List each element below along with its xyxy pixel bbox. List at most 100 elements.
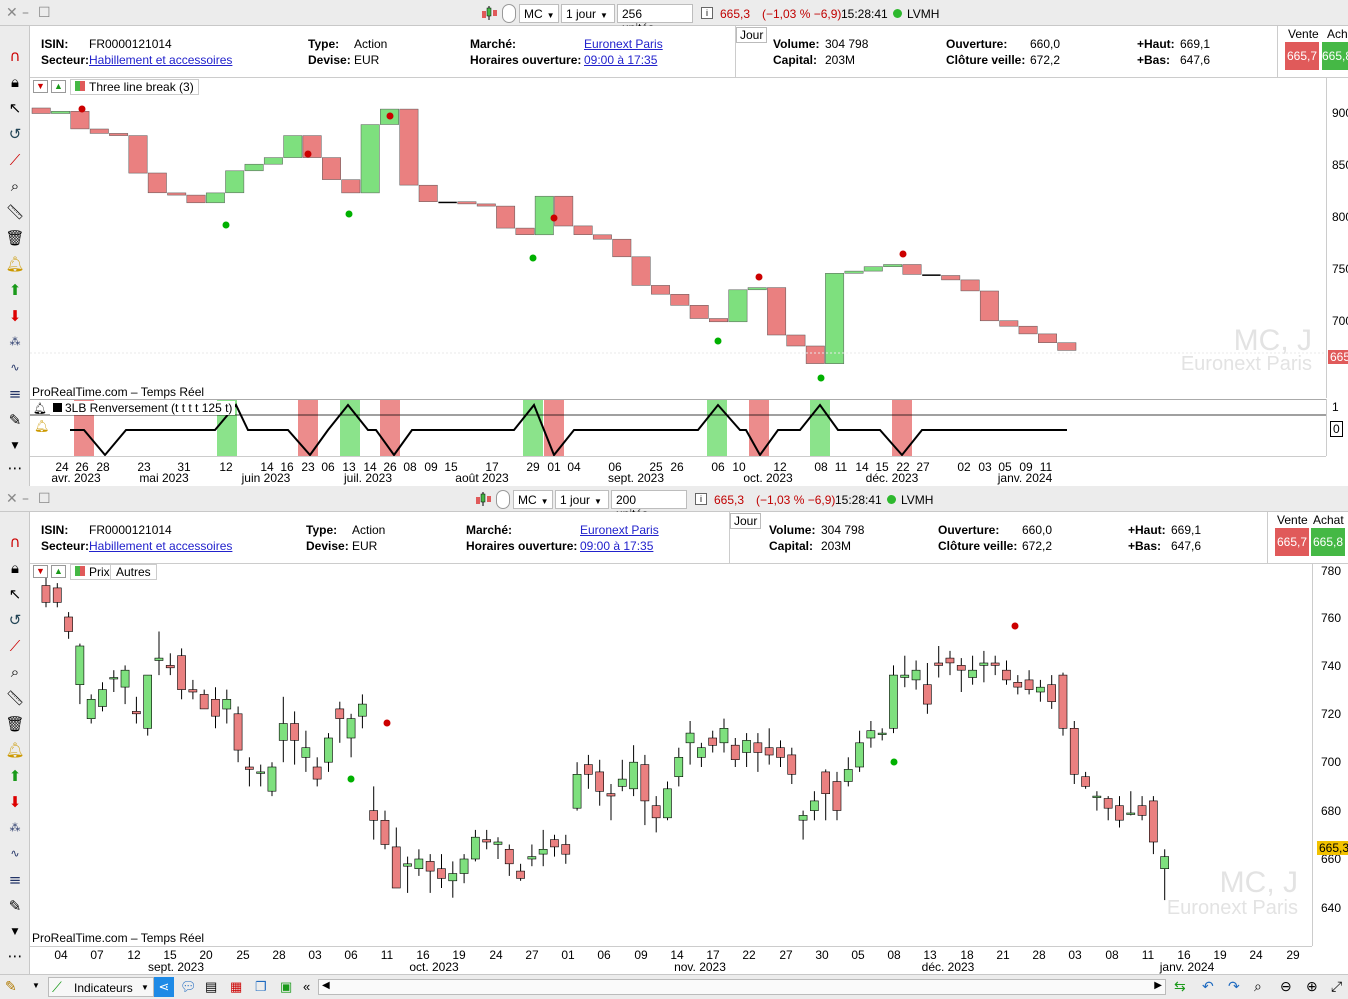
buy-button[interactable]: 665,8 bbox=[1311, 528, 1345, 556]
arrow-down-icon[interactable]: ⬇ bbox=[8, 793, 22, 811]
units-select[interactable]: 200 unités▼ bbox=[611, 490, 687, 521]
orders-icon[interactable]: ▦ bbox=[230, 979, 243, 994]
rotate-icon[interactable]: ↺ bbox=[8, 611, 22, 629]
indicator-yaxis[interactable]: 1 0 bbox=[1326, 399, 1348, 456]
zoom-fit-icon[interactable]: ⌕ bbox=[1254, 978, 1262, 994]
magnet-icon[interactable]: ∩ bbox=[9, 533, 21, 551]
buy-button[interactable]: 665,8 bbox=[1322, 42, 1348, 70]
fibonacci-icon[interactable]: ≡ bbox=[8, 871, 22, 889]
sell-button[interactable]: 665,7 bbox=[1275, 528, 1309, 556]
lock-icon[interactable]: 🔒︎ bbox=[11, 73, 19, 91]
more-icon[interactable]: ⋯ bbox=[7, 947, 23, 965]
chart1-yaxis[interactable]: 900 850 800 750 700 665 bbox=[1326, 78, 1348, 398]
chat-icon[interactable]: 💬︎ bbox=[180, 979, 197, 994]
undo-icon[interactable]: ↶ bbox=[1202, 978, 1214, 994]
maximize-icon[interactable]: ☐ bbox=[38, 5, 51, 21]
remove-indicator-icon[interactable]: ▼ bbox=[33, 565, 48, 578]
zoom-icon[interactable]: ⌕ bbox=[10, 663, 20, 681]
chart2-xaxis[interactable]: 04 07 12 15 20 25 28 03 06 11 16 19 24 27 01 06 09 14 17 22… bbox=[30, 946, 1312, 974]
jour-tab[interactable]: Jour bbox=[730, 513, 762, 529]
symbol-select[interactable]: MC ▼ bbox=[513, 490, 553, 509]
indicator-panel[interactable]: 🔔︎ 3LB Renversement (t t t t 125 t) 🔔︎ bbox=[30, 399, 1326, 457]
arrow-up-icon[interactable]: ⬆ bbox=[8, 767, 22, 785]
link-icon[interactable] bbox=[502, 4, 516, 23]
pencil-icon[interactable]: ✎ bbox=[5, 978, 17, 994]
indicator-settings-icon[interactable]: ▲ bbox=[51, 565, 66, 578]
zoom-out-icon[interactable]: ⊖ bbox=[1280, 978, 1292, 994]
abc-wave-icon[interactable]: ∿ bbox=[10, 361, 20, 374]
units-select[interactable]: 256 unités▼ bbox=[617, 4, 693, 35]
period-select[interactable]: 1 jour ▼ bbox=[555, 490, 609, 509]
arrow-down-icon[interactable]: ⬇ bbox=[8, 307, 22, 325]
trash-icon[interactable]: 🗑︎ bbox=[5, 715, 25, 733]
period-select[interactable]: 1 jour ▼ bbox=[561, 4, 615, 23]
zoom-in-icon[interactable]: ⊕ bbox=[1306, 978, 1318, 994]
ruler-icon[interactable]: 📏︎ bbox=[5, 689, 25, 707]
pencil-icon[interactable]: ✎ bbox=[8, 897, 22, 915]
maximize-icon[interactable]: ☐ bbox=[38, 491, 51, 507]
marche-link[interactable]: Euronext Paris bbox=[580, 523, 659, 537]
secteur-link[interactable]: Habillement et accessoires bbox=[89, 53, 233, 67]
pencil-icon[interactable]: ✎ bbox=[8, 411, 22, 429]
close-icon[interactable]: ✕ bbox=[6, 491, 18, 507]
indicator-settings-icon[interactable]: ▲ bbox=[51, 80, 66, 93]
pointer-icon[interactable]: ↖ bbox=[8, 99, 22, 117]
symbol-select[interactable]: MC ▼ bbox=[519, 4, 559, 23]
double-chevron-left-icon[interactable]: « bbox=[303, 979, 311, 994]
horaires-link[interactable]: 09:00 à 17:35 bbox=[584, 53, 658, 67]
minimize-icon[interactable]: – bbox=[22, 5, 29, 21]
window-icon[interactable]: ❐ bbox=[255, 979, 267, 994]
chart1-xaxis[interactable]: 24 26 28 23 31 12 14 16 23 06 13 14 26 08 09 15 17 29 01 04… bbox=[30, 456, 1326, 486]
elliott-icon[interactable]: ⁂ bbox=[9, 335, 21, 348]
more-icon[interactable]: ⋯ bbox=[7, 459, 23, 477]
alert-bell-icon[interactable]: 🔔︎ bbox=[33, 403, 47, 415]
minimize-icon[interactable]: – bbox=[22, 491, 29, 507]
redo-icon[interactable]: ↷ bbox=[1228, 978, 1240, 994]
info-icon[interactable]: i bbox=[701, 7, 713, 19]
alert-bell-icon[interactable]: 🔔︎ bbox=[5, 741, 25, 759]
screener-icon[interactable]: ▣ bbox=[280, 979, 293, 994]
remove-indicator-icon[interactable]: ▼ bbox=[33, 80, 48, 93]
ruler-icon[interactable]: 📏︎ bbox=[5, 203, 25, 221]
trash-icon[interactable]: 🗑︎ bbox=[5, 229, 25, 247]
alert-bell-icon[interactable]: 🔔︎ bbox=[5, 255, 25, 273]
fullscreen-icon[interactable]: ⤢ bbox=[1331, 978, 1343, 994]
scroll-right-icon[interactable]: ▶ bbox=[1154, 980, 1162, 991]
sell-button[interactable]: 665,7 bbox=[1285, 42, 1319, 70]
horizontal-scrollbar[interactable]: ◀ ▶ bbox=[318, 979, 1166, 995]
scroll-down-icon[interactable]: ▼ bbox=[11, 441, 19, 451]
scroll-down-icon[interactable]: ▼ bbox=[11, 927, 19, 937]
autres-button[interactable]: Autres bbox=[110, 564, 157, 580]
chart1-legend[interactable]: Three line break (3) bbox=[70, 79, 199, 95]
magnet-icon[interactable]: ∩ bbox=[9, 47, 21, 65]
candlestick-chart[interactable]: ▼ ▲ Prix Autres MC, J Euronext Paris Pro… bbox=[30, 564, 1312, 946]
indicateurs-button[interactable]: ⟋ Indicateurs ▼ bbox=[48, 977, 154, 997]
arrow-up-icon[interactable]: ⬆ bbox=[8, 281, 22, 299]
close-icon[interactable]: ✕ bbox=[6, 5, 18, 21]
pointer-icon[interactable]: ↖ bbox=[8, 585, 22, 603]
chart2-yaxis[interactable]: 780 760 740 720 700 680 660 640 665,3 bbox=[1312, 564, 1348, 946]
trendline-icon[interactable]: ⟋ bbox=[9, 151, 21, 169]
fibonacci-icon[interactable]: ≡ bbox=[8, 385, 22, 403]
three-line-break-chart[interactable]: ▼ ▲ Three line break (3) MC, J Euronext … bbox=[30, 78, 1326, 399]
candle-style-icon[interactable] bbox=[480, 5, 498, 21]
prix-legend[interactable]: Prix bbox=[70, 564, 115, 580]
zoom-icon[interactable]: ⌕ bbox=[10, 177, 20, 195]
sync-icon[interactable]: ⇆ bbox=[1174, 978, 1186, 994]
jour-tab[interactable]: Jour bbox=[736, 27, 768, 43]
abc-wave-icon[interactable]: ∿ bbox=[10, 847, 20, 860]
trendline-icon[interactable]: ⟋ bbox=[9, 637, 21, 655]
share-icon[interactable]: ⋖ bbox=[154, 977, 174, 997]
info-icon[interactable]: i bbox=[695, 493, 707, 505]
link-icon[interactable] bbox=[496, 490, 510, 509]
lock-icon[interactable]: 🔒︎ bbox=[11, 559, 19, 577]
candle-style-icon[interactable] bbox=[474, 491, 492, 507]
secteur-link[interactable]: Habillement et accessoires bbox=[89, 539, 233, 553]
chevron-down-icon[interactable]: ▼ bbox=[32, 981, 40, 990]
scroll-left-icon[interactable]: ◀ bbox=[322, 980, 330, 991]
elliott-icon[interactable]: ⁂ bbox=[9, 821, 21, 834]
list-icon[interactable]: ▤ bbox=[205, 979, 218, 994]
alert-bell-icon[interactable]: 🔔︎ bbox=[34, 419, 50, 433]
indicator-legend[interactable]: 3LB Renversement (t t t t 125 t) bbox=[50, 401, 236, 415]
rotate-icon[interactable]: ↺ bbox=[8, 125, 22, 143]
